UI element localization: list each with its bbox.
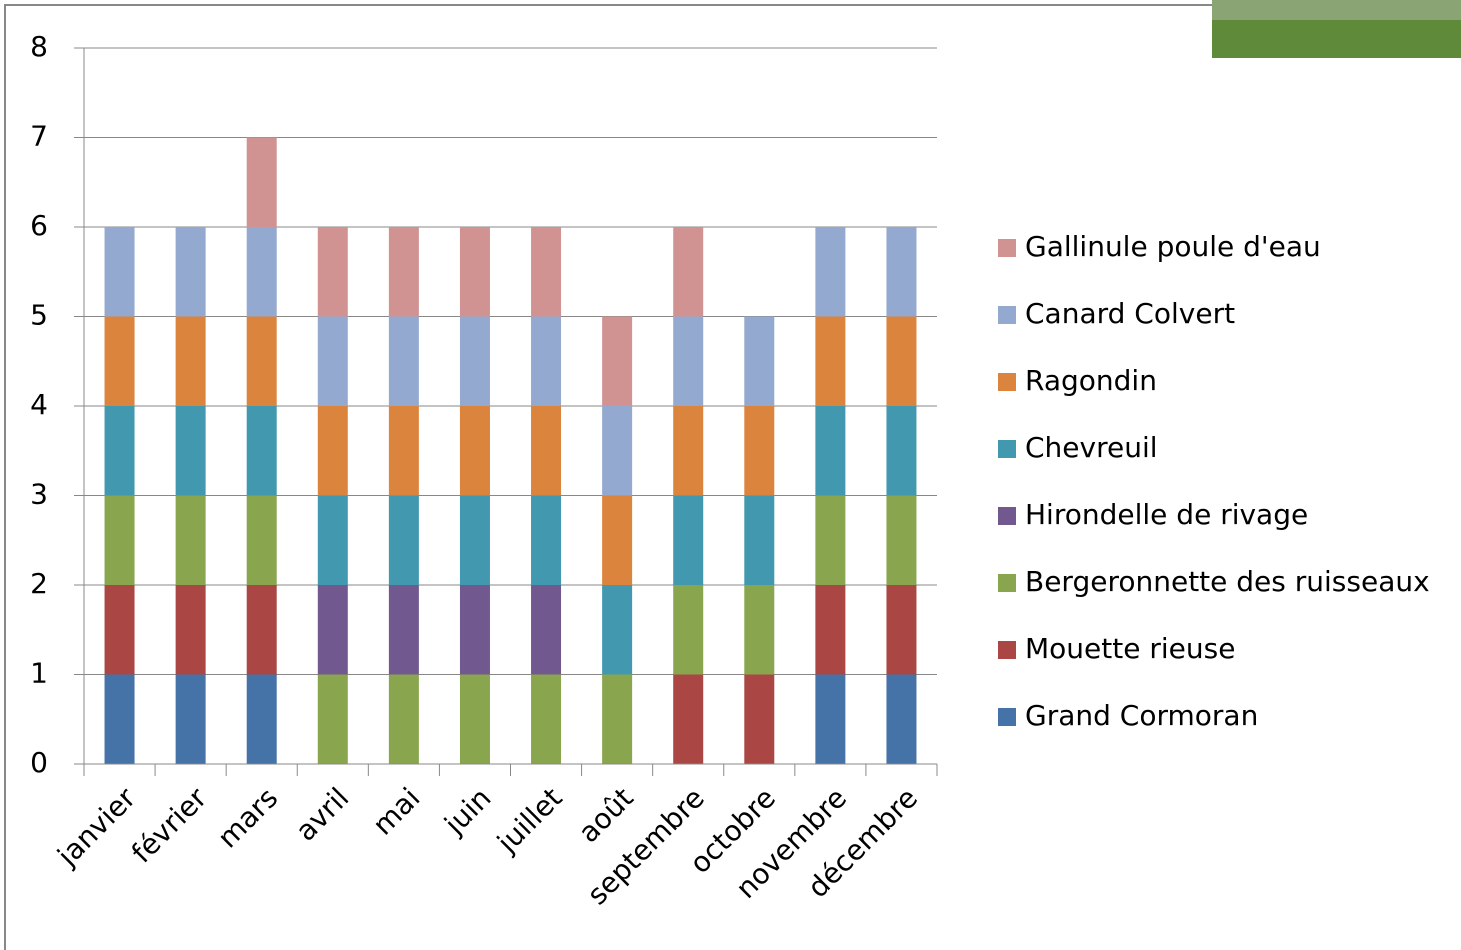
bar-segment bbox=[388, 585, 419, 675]
bar-segment bbox=[744, 585, 775, 675]
bar-segment bbox=[459, 406, 490, 496]
bar-segment bbox=[459, 585, 490, 675]
bar-segment bbox=[246, 227, 277, 317]
bar-segment bbox=[531, 227, 562, 317]
bar-segment bbox=[246, 495, 277, 585]
bar-segment bbox=[886, 316, 917, 406]
bar-segment bbox=[815, 406, 846, 496]
legend-label: Mouette rieuse bbox=[1025, 632, 1235, 665]
bar-segment bbox=[104, 227, 135, 317]
bar-segment bbox=[815, 227, 846, 317]
bar-segment bbox=[673, 227, 704, 317]
bar-segment bbox=[104, 495, 135, 585]
y-tick-label: 5 bbox=[30, 299, 48, 332]
bar-segment bbox=[673, 495, 704, 585]
bar-segment bbox=[886, 406, 917, 496]
bar-segment bbox=[317, 495, 348, 585]
bar-segment bbox=[531, 674, 562, 764]
bar-segment bbox=[815, 316, 846, 406]
legend-label: Canard Colvert bbox=[1025, 297, 1235, 330]
y-tick-label: 1 bbox=[30, 657, 48, 690]
bar-segment bbox=[459, 495, 490, 585]
legend-label: Ragondin bbox=[1025, 364, 1157, 397]
bar-segment bbox=[317, 316, 348, 406]
bar-segment bbox=[531, 406, 562, 496]
y-tick-label: 3 bbox=[30, 478, 48, 511]
bar-segment bbox=[886, 495, 917, 585]
bar-segment bbox=[175, 227, 206, 317]
y-tick-label: 0 bbox=[30, 746, 48, 779]
bar-segment bbox=[531, 495, 562, 585]
legend-label: Chevreuil bbox=[1025, 431, 1158, 464]
bar-segment bbox=[602, 585, 633, 675]
bar-segment bbox=[388, 227, 419, 317]
legend-swatch bbox=[998, 708, 1016, 726]
y-tick-label: 4 bbox=[30, 388, 48, 421]
bar-segment bbox=[104, 316, 135, 406]
bar-segment bbox=[175, 406, 206, 496]
bar-segment bbox=[744, 674, 775, 764]
bar-segment bbox=[602, 674, 633, 764]
legend-swatch bbox=[998, 440, 1016, 458]
photo-fragment-top bbox=[1212, 0, 1461, 20]
bar-segment bbox=[673, 316, 704, 406]
legend-label: Bergeronnette des ruisseaux bbox=[1025, 565, 1430, 598]
bar-segment bbox=[317, 674, 348, 764]
bar-segment bbox=[317, 227, 348, 317]
bar-segment bbox=[886, 585, 917, 675]
bar-segment bbox=[104, 585, 135, 675]
bar-segment bbox=[744, 316, 775, 406]
bar-segment bbox=[317, 585, 348, 675]
legend-swatch bbox=[998, 574, 1016, 592]
bar-segment bbox=[104, 406, 135, 496]
y-tick-label: 7 bbox=[30, 120, 48, 153]
y-tick-label: 8 bbox=[30, 30, 48, 63]
bar-segment bbox=[246, 585, 277, 675]
bar-segment bbox=[246, 137, 277, 227]
bar-segment bbox=[246, 316, 277, 406]
bar-segment bbox=[886, 227, 917, 317]
bar-segment bbox=[388, 674, 419, 764]
bar-segment bbox=[459, 227, 490, 317]
bar-segment bbox=[673, 585, 704, 675]
bar-segment bbox=[388, 495, 419, 585]
bar-segment bbox=[459, 316, 490, 406]
legend-swatch bbox=[998, 507, 1016, 525]
legend-label: Grand Cormoran bbox=[1025, 699, 1258, 732]
bar-segment bbox=[744, 495, 775, 585]
bar-segment bbox=[673, 406, 704, 496]
y-tick-label: 6 bbox=[30, 209, 48, 242]
legend-swatch bbox=[998, 373, 1016, 391]
bar-segment bbox=[175, 316, 206, 406]
legend-swatch bbox=[998, 641, 1016, 659]
bar-segment bbox=[175, 674, 206, 764]
bar-segment bbox=[459, 674, 490, 764]
legend-swatch bbox=[998, 306, 1016, 324]
bar-segment bbox=[602, 495, 633, 585]
bar-segment bbox=[317, 406, 348, 496]
bar-segment bbox=[246, 674, 277, 764]
bar-segment bbox=[531, 585, 562, 675]
bar-segment bbox=[175, 495, 206, 585]
bar-segment bbox=[815, 585, 846, 675]
bar-segment bbox=[602, 316, 633, 406]
bar-segment bbox=[602, 406, 633, 496]
bar-segment bbox=[388, 406, 419, 496]
y-tick-label: 2 bbox=[30, 567, 48, 600]
bar-segment bbox=[673, 674, 704, 764]
legend-swatch bbox=[998, 239, 1016, 257]
bar-segment bbox=[175, 585, 206, 675]
bar-segment bbox=[246, 406, 277, 496]
legend-label: Gallinule poule d'eau bbox=[1025, 230, 1321, 263]
bar-segment bbox=[388, 316, 419, 406]
legend-label: Hirondelle de rivage bbox=[1025, 498, 1308, 531]
bar-segment bbox=[744, 406, 775, 496]
bar-segment bbox=[531, 316, 562, 406]
bar-segment bbox=[886, 674, 917, 764]
bar-segment bbox=[815, 495, 846, 585]
bar-segment bbox=[104, 674, 135, 764]
bar-segment bbox=[815, 674, 846, 764]
